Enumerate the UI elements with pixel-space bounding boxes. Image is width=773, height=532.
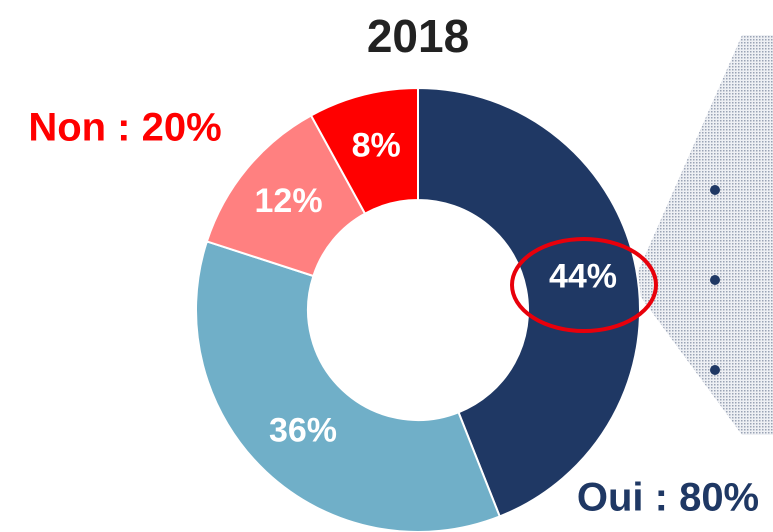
slice [309, 86, 419, 215]
callout [632, 35, 773, 435]
data-label: 44% [549, 258, 617, 296]
bullet [710, 365, 720, 375]
annotation: Non : 20% [28, 106, 221, 150]
data-label: 36% [269, 411, 337, 449]
bullet [710, 185, 720, 195]
bullet [710, 275, 720, 285]
chart-title: 2018 [367, 10, 469, 62]
highlight-ellipse [510, 237, 658, 333]
annotation: Oui : 80% [577, 476, 759, 520]
slice [195, 240, 502, 532]
data-label: 8% [352, 126, 401, 164]
data-label: 12% [255, 182, 323, 220]
slice [417, 86, 641, 518]
